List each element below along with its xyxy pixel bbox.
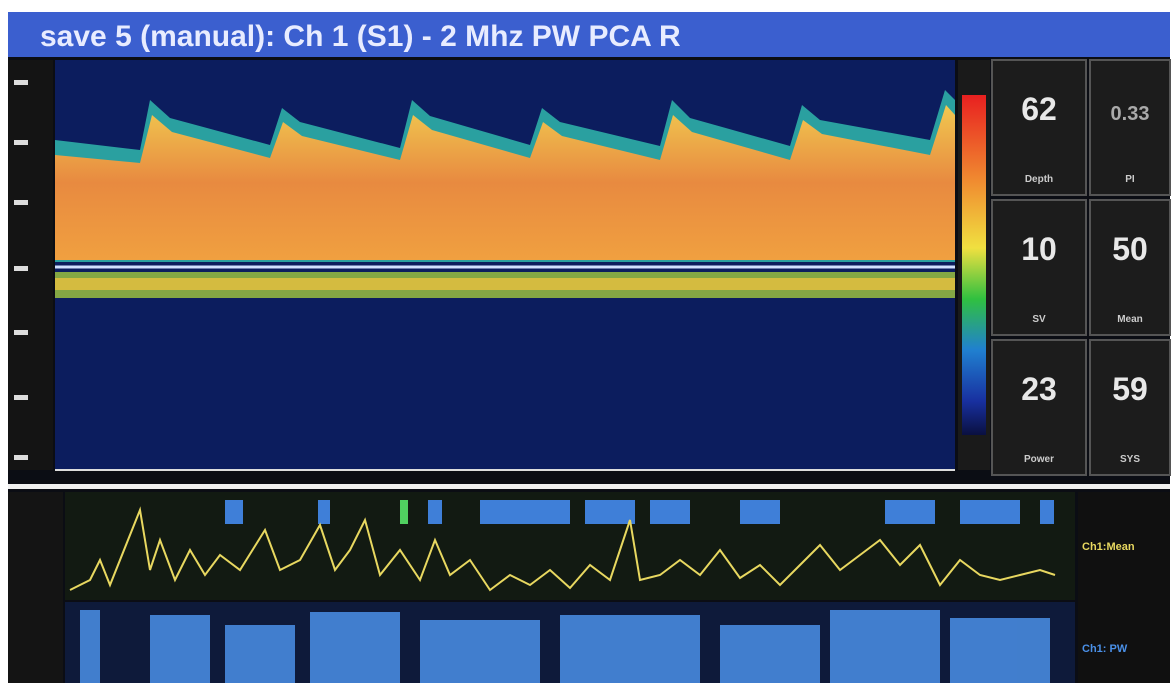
readout-label: SYS xyxy=(1120,454,1140,465)
readout-cell xyxy=(991,339,1087,476)
trend-legend-area xyxy=(1078,492,1170,683)
mean-trend-label: Ch1:Mean xyxy=(1082,541,1135,553)
trend-scale xyxy=(8,492,63,683)
readout-value: 0.33 xyxy=(1111,103,1150,125)
readout-value: 50 xyxy=(1112,231,1148,267)
event-marker-green xyxy=(400,500,408,524)
left-scale xyxy=(8,60,53,470)
event-markers xyxy=(225,500,1054,524)
reverse-core xyxy=(55,278,955,290)
color-bar xyxy=(962,95,986,435)
readout-label: Power xyxy=(1024,454,1054,465)
scale-ticks xyxy=(14,80,28,460)
readout-value: 23 xyxy=(1021,371,1057,407)
readout-cell xyxy=(1089,59,1171,196)
readout-value: 59 xyxy=(1112,371,1148,407)
title-bar xyxy=(8,12,1170,57)
pw-trend xyxy=(80,610,1050,683)
readout-label: SV xyxy=(1032,314,1046,325)
title: save 5 (manual): Ch 1 (S1) - 2 Mhz PW PC… xyxy=(40,20,681,53)
pw-trend-label: Ch1: PW xyxy=(1082,643,1128,655)
flow-band xyxy=(55,105,955,260)
readout-label: Depth xyxy=(1025,174,1053,185)
readout-value: 62 xyxy=(1021,91,1057,127)
readout-cell xyxy=(991,199,1087,336)
readout-cell xyxy=(991,59,1087,196)
readout-cell xyxy=(1089,199,1171,336)
separator xyxy=(8,484,1170,489)
readout-label: PI xyxy=(1125,174,1135,185)
readout-label: Mean xyxy=(1117,314,1143,325)
readout-grid: 62 Depth 0.33 PI 10 SV 50 Mean 23 Power 59 SYS xyxy=(991,59,1171,476)
mean-trend xyxy=(69,506,1056,592)
readout-cell xyxy=(1089,339,1171,476)
readout-value: 10 xyxy=(1021,231,1057,267)
